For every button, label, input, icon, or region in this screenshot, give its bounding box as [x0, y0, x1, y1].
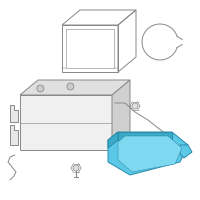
Circle shape [132, 103, 138, 109]
Polygon shape [108, 132, 188, 175]
Polygon shape [10, 105, 18, 122]
Circle shape [67, 83, 74, 90]
Polygon shape [20, 80, 130, 95]
Polygon shape [118, 132, 172, 140]
Circle shape [166, 136, 170, 140]
Polygon shape [108, 132, 118, 148]
Polygon shape [112, 80, 130, 150]
Circle shape [73, 165, 79, 171]
Polygon shape [20, 95, 112, 150]
Circle shape [37, 85, 44, 92]
Polygon shape [10, 125, 18, 145]
Polygon shape [118, 136, 182, 172]
Polygon shape [180, 145, 192, 158]
